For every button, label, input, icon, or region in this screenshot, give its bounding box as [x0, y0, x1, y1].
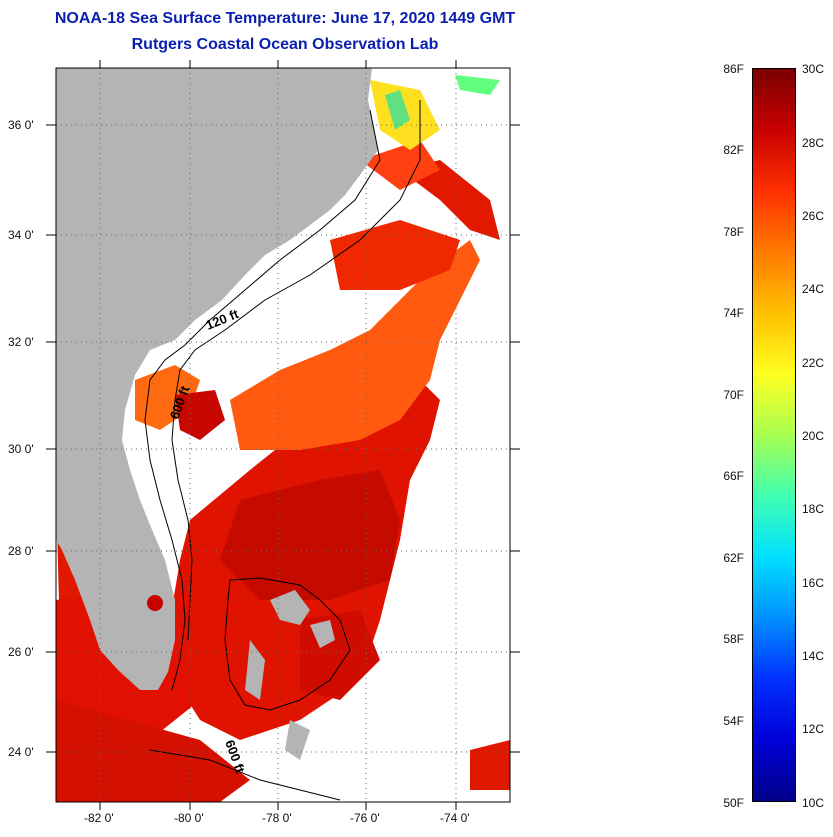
isobath-600ft [149, 749, 341, 801]
lat-label: 26 0' [8, 645, 34, 659]
lake-okeechobee [147, 595, 163, 611]
lat-label: 30 0' [8, 442, 34, 456]
bahamas-island [245, 640, 265, 700]
isobath-600ft [171, 100, 421, 641]
colorbar-c-label: 14C [802, 649, 825, 663]
lon-label: -82 0' [84, 811, 114, 825]
colorbar-f-label: 78F [723, 225, 744, 239]
colorbar-f-label: 58F [723, 632, 744, 646]
land-mass [56, 68, 378, 690]
graticule [56, 68, 510, 802]
colorbar-c-label: 24C [802, 282, 825, 296]
colorbar-f-label: 82F [723, 143, 744, 157]
isobath-120ft [144, 109, 381, 691]
colorbar-f-label: 74F [723, 306, 744, 320]
lat-label: 32 0' [8, 335, 34, 349]
colorbar-c-label: 20C [802, 429, 825, 443]
temperature-colorbar [752, 68, 796, 802]
axis-ticks [46, 60, 520, 810]
colorbar-c-label: 18C [802, 502, 825, 516]
lat-label: 24 0' [8, 745, 34, 759]
map-subtitle: Rutgers Coastal Ocean Observation Lab [131, 36, 439, 53]
colorbar-f-label: 70F [723, 388, 744, 402]
colorbar-c-label: 30C [802, 62, 825, 76]
lon-label: -78 0' [262, 811, 292, 825]
colorbar-f-label: 66F [723, 469, 744, 483]
lon-label: -76 0' [350, 811, 380, 825]
lat-label: 28 0' [8, 544, 34, 558]
map-title: NOAA-18 Sea Surface Temperature: June 17… [54, 10, 516, 27]
isobath-600ft [224, 577, 351, 711]
colorbar-c-label: 28C [802, 136, 825, 150]
lon-label: -80 0' [174, 811, 204, 825]
bahamas-island [285, 720, 310, 760]
colorbar-c-label: 26C [802, 209, 825, 223]
colorbar-f-label: 62F [723, 551, 744, 565]
bahamas-island [310, 620, 335, 648]
lat-label: 34 0' [8, 228, 34, 242]
colorbar-c-label: 12C [802, 722, 825, 736]
colorbar-f-label: 50F [723, 796, 744, 810]
colorbar-c-label: 16C [802, 576, 825, 590]
colorbar-c-label: 22C [802, 356, 825, 370]
lat-label: 36 0' [8, 118, 34, 132]
colorbar-c-label: 10C [802, 796, 825, 810]
colorbar-f-label: 54F [723, 714, 744, 728]
colorbar-f-label: 86F [723, 62, 744, 76]
bahamas-island [270, 590, 310, 625]
lon-label: -74 0' [440, 811, 470, 825]
